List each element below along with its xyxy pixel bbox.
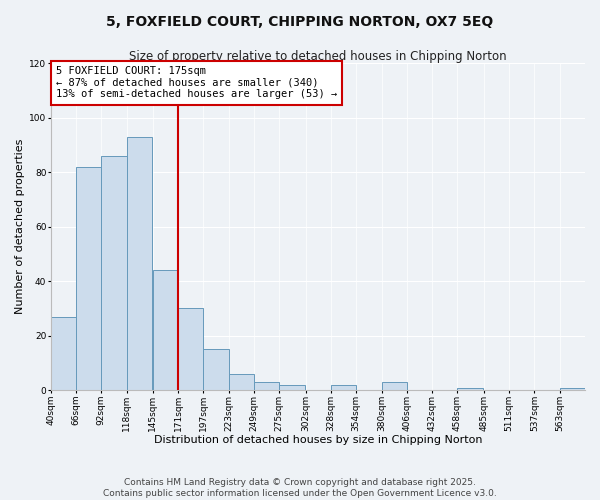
Bar: [229, 374, 254, 390]
Y-axis label: Number of detached properties: Number of detached properties: [15, 139, 25, 314]
Bar: [331, 385, 356, 390]
Bar: [50, 316, 76, 390]
Bar: [127, 136, 152, 390]
Bar: [101, 156, 127, 390]
Bar: [457, 388, 483, 390]
Title: Size of property relative to detached houses in Chipping Norton: Size of property relative to detached ho…: [129, 50, 506, 63]
Bar: [254, 382, 280, 390]
Bar: [280, 385, 305, 390]
Text: Contains HM Land Registry data © Crown copyright and database right 2025.
Contai: Contains HM Land Registry data © Crown c…: [103, 478, 497, 498]
Text: 5 FOXFIELD COURT: 175sqm
← 87% of detached houses are smaller (340)
13% of semi-: 5 FOXFIELD COURT: 175sqm ← 87% of detach…: [56, 66, 337, 100]
X-axis label: Distribution of detached houses by size in Chipping Norton: Distribution of detached houses by size …: [154, 435, 482, 445]
Text: 5, FOXFIELD COURT, CHIPPING NORTON, OX7 5EQ: 5, FOXFIELD COURT, CHIPPING NORTON, OX7 …: [106, 15, 494, 29]
Bar: [203, 350, 229, 391]
Bar: [382, 382, 407, 390]
Bar: [178, 308, 203, 390]
Bar: [153, 270, 178, 390]
Bar: [560, 388, 585, 390]
Bar: [76, 166, 101, 390]
